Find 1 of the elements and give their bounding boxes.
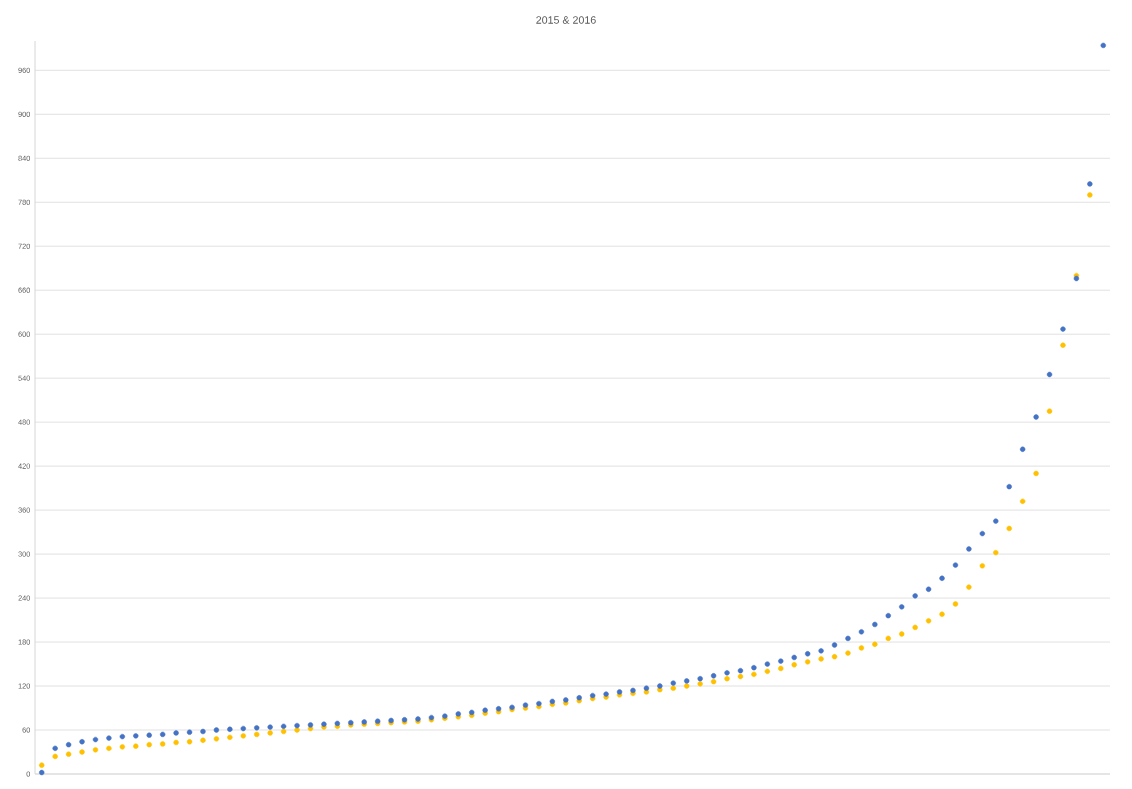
chart-title: 2015 & 2016 [536, 16, 596, 24]
